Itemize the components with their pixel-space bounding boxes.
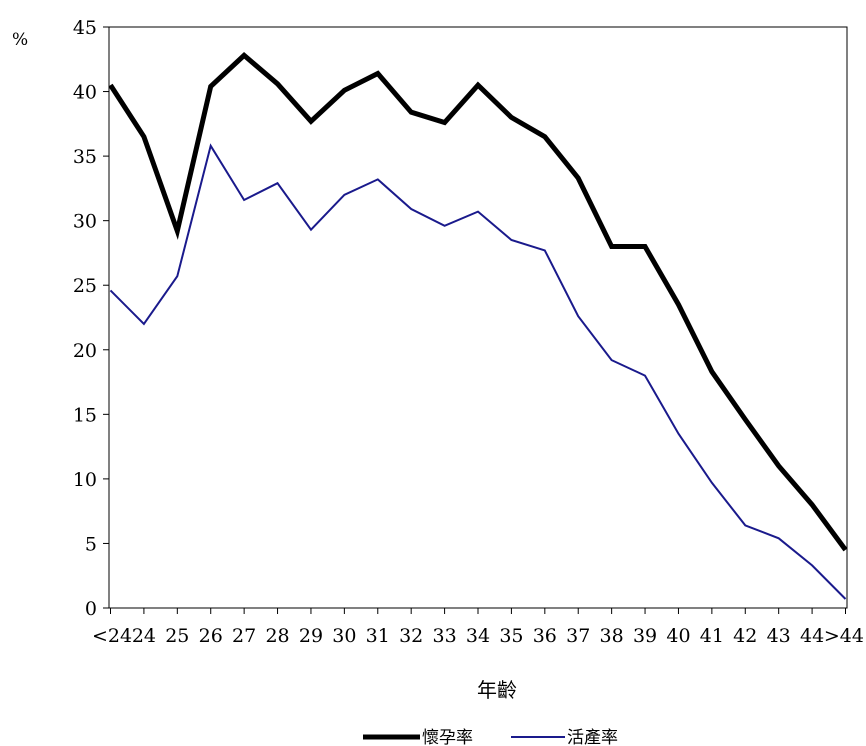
- x-tick-label: 44: [800, 625, 824, 647]
- y-tick-label: 35: [73, 146, 97, 168]
- x-tick-label: 25: [165, 625, 189, 647]
- series-line-2: [109, 143, 847, 600]
- x-tick-label: 34: [466, 625, 490, 647]
- x-axis: <24 24 25 26 27 28 29 30 31 32 33 34 35 36 37 38 39 40 41 4…: [92, 608, 864, 647]
- x-tick-label: 40: [666, 625, 690, 647]
- x-tick-label: 32: [399, 625, 423, 647]
- x-tick-label: 29: [299, 625, 323, 647]
- x-tick-label: 26: [199, 625, 223, 647]
- x-tick-label: 38: [600, 625, 624, 647]
- x-tick-label: >44: [824, 625, 864, 647]
- y-axis: 0 5 10 15 20 25 30 35 40 45: [73, 17, 109, 620]
- y-tick-label: 5: [85, 533, 97, 555]
- x-tick-label: <24: [92, 625, 132, 647]
- legend-label-1: 懷孕率: [422, 728, 473, 746]
- y-tick-label: 30: [73, 211, 97, 233]
- x-tick-label: 31: [366, 625, 390, 647]
- x-tick-label: 42: [733, 625, 757, 647]
- series-line-1: [108, 52, 848, 552]
- plot-area: [108, 26, 848, 609]
- x-tick-label: 43: [767, 625, 791, 647]
- x-axis-label: 年齡: [477, 678, 517, 702]
- x-tick-label: 36: [533, 625, 557, 647]
- y-axis-unit: %: [12, 30, 28, 50]
- y-tick-label: 15: [73, 404, 97, 426]
- x-tick-label: 30: [332, 625, 356, 647]
- x-tick-label: 39: [633, 625, 657, 647]
- y-tick-label: 10: [73, 469, 97, 491]
- x-tick-label: 24: [132, 625, 156, 647]
- y-tick-label: 0: [85, 598, 97, 620]
- y-tick-label: 45: [73, 17, 97, 39]
- series-layer: [108, 52, 848, 600]
- legend: 懷孕率 活產率: [363, 728, 618, 746]
- x-tick-label: 35: [499, 625, 523, 647]
- x-tick-label: 28: [265, 625, 289, 647]
- x-tick-label: 37: [566, 625, 590, 647]
- y-tick-label: 25: [73, 275, 97, 297]
- x-tick-label: 27: [232, 625, 256, 647]
- x-tick-label: 41: [700, 625, 724, 647]
- legend-label-2: 活產率: [567, 728, 618, 746]
- x-tick-label: 33: [432, 625, 456, 647]
- y-tick-label: 20: [73, 340, 97, 362]
- y-tick-label: 40: [73, 82, 97, 104]
